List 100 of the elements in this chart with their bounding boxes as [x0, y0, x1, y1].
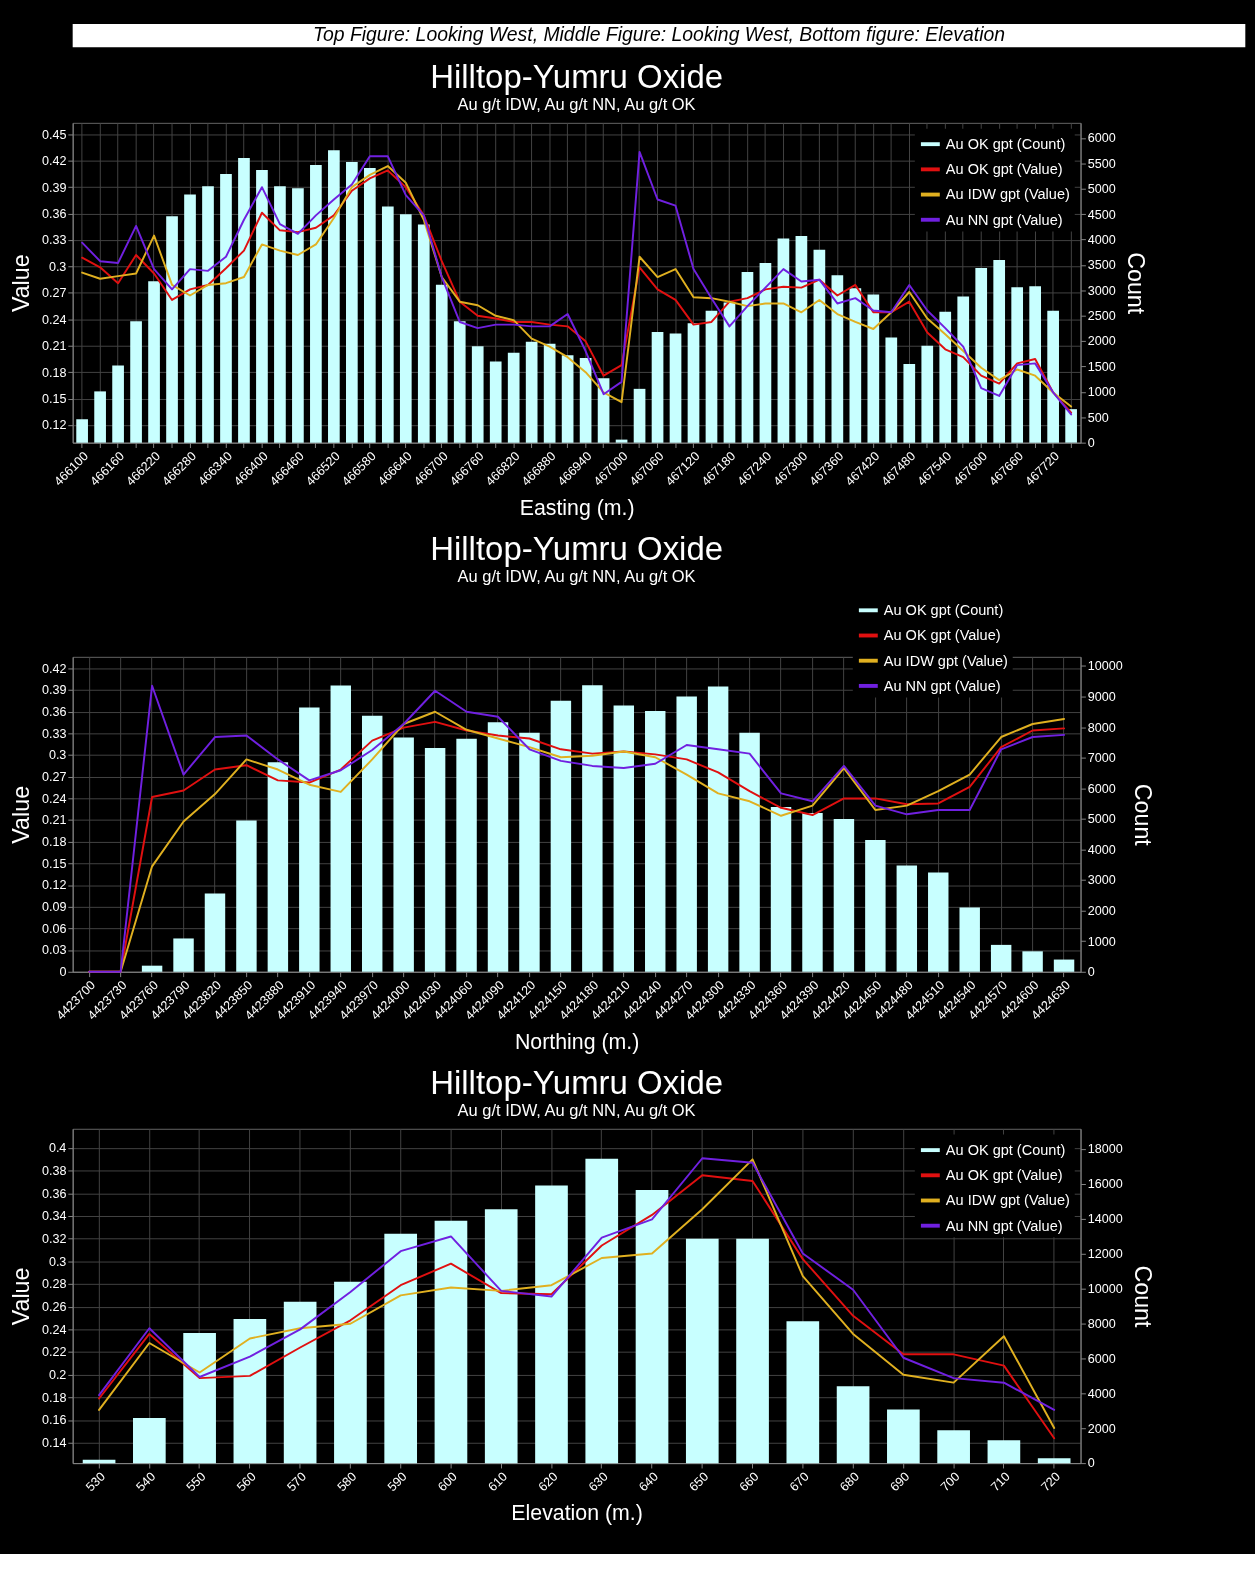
- bar: [928, 872, 949, 972]
- bar: [1011, 287, 1024, 443]
- bar: [849, 288, 862, 443]
- y-tick-label: 0.24: [41, 791, 67, 806]
- bar: [741, 272, 754, 443]
- y2-tick-label: 9000: [1087, 689, 1116, 704]
- y-tick-label: 0.18: [41, 835, 67, 850]
- y2-tick-label: 3000: [1087, 283, 1116, 298]
- y-tick-label: 0: [59, 965, 67, 980]
- y-tick-label: 0.15: [41, 391, 67, 406]
- bar: [525, 341, 538, 443]
- bar: [802, 813, 823, 972]
- y-tick-label: 0.32: [41, 1232, 67, 1247]
- y-tick-label: 0.03: [41, 943, 67, 958]
- bar: [363, 168, 376, 443]
- x-tick-label: 720: [1038, 1469, 1064, 1495]
- x-tick-label: 540: [133, 1469, 159, 1495]
- legend-label: Au OK gpt (Count): [883, 602, 1004, 619]
- bar: [939, 311, 952, 443]
- y2-tick-label: 5500: [1087, 156, 1116, 171]
- bar: [381, 206, 394, 443]
- text: Top Figure: Looking West, Middle Figure: Looking West, Bottom figure: Elevation: [312, 23, 1006, 46]
- bar: [141, 965, 163, 972]
- bar: [645, 710, 666, 972]
- bar: [299, 707, 320, 972]
- y-tick-label: 0.24: [41, 1322, 67, 1337]
- bar: [582, 685, 603, 972]
- y-tick-label: 0.36: [41, 1186, 67, 1201]
- x-tick-label: 620: [535, 1469, 561, 1495]
- y-tick-label: 0.18: [41, 1390, 67, 1405]
- y-tick-label: 0.45: [41, 127, 67, 142]
- y2-tick-label: 4000: [1087, 842, 1116, 857]
- x-tick-label: 690: [887, 1469, 913, 1495]
- legend-label: Au IDW gpt (Value): [945, 1192, 1070, 1209]
- bar: [1047, 310, 1059, 443]
- bar: [1029, 286, 1041, 443]
- y-tick-label: 0.22: [41, 1345, 67, 1360]
- y-tick-label: 0.39: [41, 683, 67, 698]
- bar: [274, 186, 286, 443]
- x-tick-label: 710: [988, 1469, 1013, 1495]
- y2-tick-label: 1500: [1087, 359, 1116, 374]
- y2-axis-title: Count: [1130, 783, 1157, 847]
- bar: [535, 1185, 568, 1464]
- x-tick-label: 650: [686, 1469, 712, 1495]
- bar: [1065, 409, 1077, 443]
- x-axis-title: Easting (m.): [519, 495, 635, 520]
- y2-tick-label: 18000: [1087, 1142, 1123, 1157]
- legend-label: Au NN gpt (Value): [883, 677, 1001, 694]
- x-tick-label: 670: [787, 1469, 812, 1495]
- bar: [148, 281, 160, 443]
- bar: [238, 157, 250, 443]
- bar: [885, 337, 898, 443]
- legend-label: Au OK gpt (Value): [883, 627, 1001, 644]
- bar: [489, 361, 502, 443]
- chart-subtitle: Au g/t IDW, Au g/t NN, Au g/t OK: [457, 95, 696, 114]
- bar: [507, 352, 520, 443]
- bar: [204, 893, 226, 972]
- y2-tick-label: 4000: [1087, 1386, 1116, 1401]
- y-tick-label: 0.36: [41, 705, 67, 720]
- bar: [519, 732, 540, 972]
- bar: [867, 294, 880, 443]
- x-tick-label: 660: [736, 1469, 762, 1495]
- y-tick-label: 0.09: [41, 900, 67, 915]
- bar: [987, 1440, 1021, 1464]
- bar: [669, 333, 682, 443]
- y2-tick-label: 1000: [1087, 385, 1116, 400]
- x-tick-label: 570: [284, 1469, 310, 1495]
- bar: [292, 188, 304, 443]
- bar: [635, 1189, 669, 1464]
- y2-tick-label: 3500: [1087, 258, 1116, 273]
- x-tick-label: 530: [83, 1469, 109, 1495]
- y-tick-label: 0.3: [48, 1254, 67, 1269]
- y2-tick-label: 1000: [1087, 934, 1116, 949]
- y-tick-label: 0.27: [41, 770, 67, 785]
- bar: [173, 938, 194, 972]
- bar: [687, 323, 700, 443]
- bar: [813, 249, 826, 443]
- bar: [384, 1233, 418, 1464]
- y2-tick-label: 8000: [1087, 720, 1116, 735]
- x-tick-label: 590: [384, 1469, 410, 1495]
- bar: [705, 310, 718, 443]
- chart-subtitle: Au g/t IDW, Au g/t NN, Au g/t OK: [457, 567, 696, 586]
- bar: [76, 419, 88, 443]
- bar: [896, 865, 918, 972]
- chart-title: Hilltop-Yumru Oxide: [430, 1063, 724, 1101]
- y-tick-label: 0.33: [41, 233, 67, 248]
- y2-tick-label: 16000: [1087, 1177, 1123, 1192]
- legend-label: Au IDW gpt (Value): [945, 186, 1070, 203]
- x-tick-label: 640: [636, 1469, 661, 1495]
- y-tick-label: 0.3: [48, 259, 67, 274]
- y2-tick-label: 6000: [1087, 781, 1116, 796]
- bar: [759, 262, 772, 443]
- y2-tick-label: 7000: [1087, 751, 1116, 766]
- y2-tick-label: 2000: [1087, 1421, 1116, 1436]
- bar: [310, 164, 322, 443]
- bar: [736, 1238, 769, 1464]
- y2-tick-label: 2000: [1087, 903, 1116, 918]
- y2-axis-title: Count: [1130, 1265, 1157, 1328]
- bar: [795, 236, 808, 443]
- chart-title: Hilltop-Yumru Oxide: [430, 57, 724, 95]
